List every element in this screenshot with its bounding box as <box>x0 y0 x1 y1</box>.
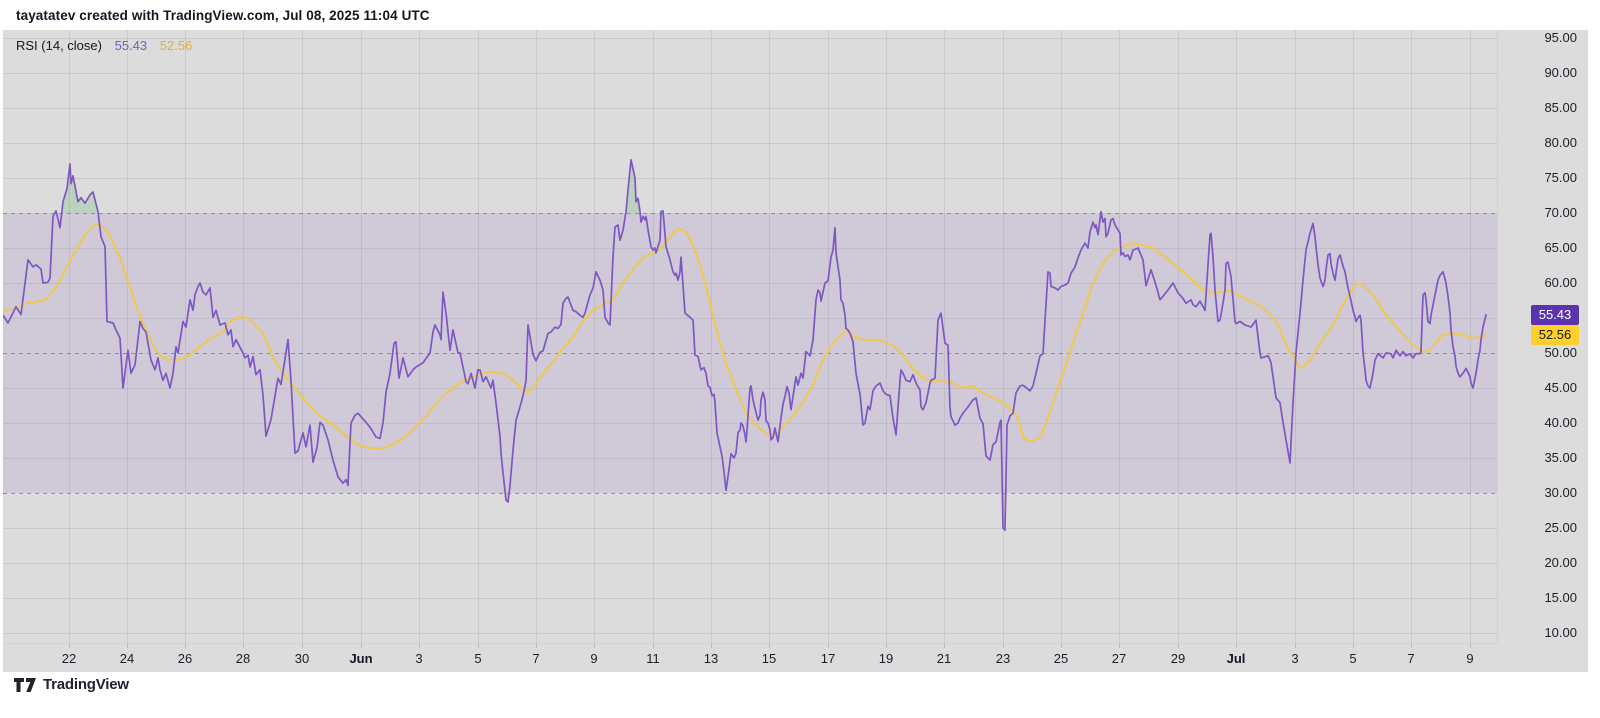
attribution-title: tayatatev created with TradingView.com, … <box>16 8 430 23</box>
time-axis-tick <box>1178 644 1179 648</box>
time-axis-label: 15 <box>761 651 777 666</box>
price-axis[interactable]: 95.00 90.00 85.00 80.00 75.00 70.00 65.00 60.00… <box>1497 30 1592 643</box>
price-axis-label: 10.00 <box>1544 625 1577 640</box>
time-axis-tick <box>302 644 303 648</box>
time-axis-label: 27 <box>1111 651 1127 666</box>
time-axis-label: 21 <box>936 651 952 666</box>
price-axis-label: 85.00 <box>1544 100 1577 115</box>
time-axis-tick <box>1236 644 1237 648</box>
time-axis-label: 29 <box>1170 651 1186 666</box>
indicator-pane[interactable]: RSI (14, close) 55.43 52.56 95.00 90.00 85… <box>3 30 1588 672</box>
time-axis-label: 11 <box>646 651 660 666</box>
tradingview-logo-text: TradingView <box>43 676 129 693</box>
time-axis-tick <box>1003 644 1004 648</box>
price-axis-label: 15.00 <box>1544 590 1577 605</box>
time-axis-label: 26 <box>177 651 193 666</box>
time-axis-label: 30 <box>294 651 310 666</box>
time-axis-label: 5 <box>1349 651 1357 666</box>
price-axis-label: 70.00 <box>1544 205 1577 220</box>
ma-legend-value: 52.56 <box>159 38 193 53</box>
price-axis-label: 90.00 <box>1544 65 1577 80</box>
time-axis-label: 17 <box>820 651 836 666</box>
rsi-plot-area[interactable] <box>3 30 1497 643</box>
time-axis-tick <box>185 644 186 648</box>
time-axis-label: Jun <box>349 651 373 666</box>
time-axis-label: 23 <box>995 651 1011 666</box>
rsi-ma-line <box>3 223 1487 450</box>
price-axis-label: 95.00 <box>1544 30 1577 45</box>
ma-last-value-badge: 52.56 <box>1531 325 1579 346</box>
price-axis-label: 45.00 <box>1544 380 1577 395</box>
rsi-last-value-badge: 55.43 <box>1531 304 1579 325</box>
time-axis-label: 9 <box>1466 651 1474 666</box>
time-axis-tick <box>886 644 887 648</box>
rsi-line <box>3 158 1487 531</box>
tradingview-logo[interactable]: TradingView <box>14 676 129 693</box>
price-axis-label: 40.00 <box>1544 415 1577 430</box>
time-axis-tick <box>361 644 362 648</box>
time-axis-label: 7 <box>1407 651 1415 666</box>
time-axis[interactable]: 22 24 26 28 30 Jun 3 5 7 9 11 13 15 17 19 21 23 25 27 29 Jul… <box>3 643 1497 673</box>
time-axis-tick <box>478 644 479 648</box>
time-axis-label: 13 <box>703 651 719 666</box>
time-axis-label: 19 <box>878 651 894 666</box>
time-axis-tick <box>944 644 945 648</box>
time-axis-label: 3 <box>415 651 423 666</box>
price-axis-label: 75.00 <box>1544 170 1577 185</box>
time-axis-tick <box>769 644 770 648</box>
time-axis-tick <box>127 644 128 648</box>
time-axis-tick <box>419 644 420 648</box>
time-axis-tick <box>1119 644 1120 648</box>
price-axis-label: 25.00 <box>1544 520 1577 535</box>
time-axis-label: 7 <box>532 651 540 666</box>
time-axis-label: 24 <box>119 651 135 666</box>
time-axis-tick <box>1411 644 1412 648</box>
indicator-name-label: RSI (14, close) <box>16 38 102 53</box>
time-axis-label: 25 <box>1053 651 1069 666</box>
price-axis-label: 60.00 <box>1544 275 1577 290</box>
time-axis-tick <box>536 644 537 648</box>
price-axis-label: 20.00 <box>1544 555 1577 570</box>
time-axis-tick <box>1061 644 1062 648</box>
time-axis-tick <box>653 644 654 648</box>
indicator-legend[interactable]: RSI (14, close) 55.43 52.56 <box>16 38 192 53</box>
time-axis-tick <box>1295 644 1296 648</box>
time-axis-label: 22 <box>61 651 77 666</box>
price-axis-label: 50.00 <box>1544 345 1577 360</box>
time-axis-label: Jul <box>1226 651 1246 666</box>
time-axis-label: 28 <box>235 651 251 666</box>
time-axis-tick <box>828 644 829 648</box>
time-axis-tick <box>69 644 70 648</box>
time-axis-label: 3 <box>1291 651 1299 666</box>
tradingview-mark-icon <box>14 677 36 692</box>
time-axis-label: 9 <box>590 651 598 666</box>
price-axis-label: 80.00 <box>1544 135 1577 150</box>
time-axis-tick <box>1470 644 1471 648</box>
price-axis-label: 65.00 <box>1544 240 1577 255</box>
time-axis-tick <box>594 644 595 648</box>
price-axis-label: 30.00 <box>1544 485 1577 500</box>
time-axis-label: 5 <box>474 651 482 666</box>
price-axis-label: 35.00 <box>1544 450 1577 465</box>
rsi-legend-value: 55.43 <box>114 38 148 53</box>
time-axis-tick <box>711 644 712 648</box>
time-axis-tick <box>243 644 244 648</box>
time-axis-tick <box>1353 644 1354 648</box>
